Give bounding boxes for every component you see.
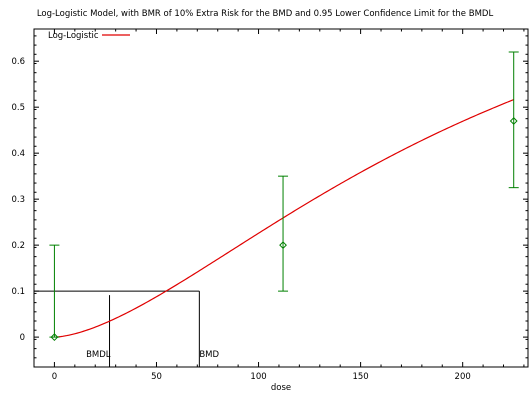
model-curve — [56, 99, 514, 338]
x-tick-label: 150 — [352, 372, 368, 382]
x-axis-title: dose — [271, 383, 291, 393]
x-axis-ticks: 0 50 100 150 200 — [33, 29, 525, 382]
plot-frame — [33, 28, 529, 368]
y-tick-label: 0.1 — [11, 287, 25, 297]
data-point — [509, 117, 518, 125]
legend-label: Log-Logistic — [48, 31, 99, 41]
bmdl-label: BMDL — [86, 350, 111, 360]
x-tick-label: 50 — [151, 372, 162, 382]
x-tick-label: 100 — [250, 372, 266, 382]
y-tick-label: 0.6 — [11, 57, 25, 67]
legend: Log-Logistic — [48, 31, 130, 41]
y-tick-label: 0.2 — [11, 241, 25, 251]
y-axis-ticks: 0 0.1 0.2 0.3 0.4 0.5 0.6 — [11, 35, 528, 368]
y-tick-label: 0 — [20, 333, 25, 343]
y-tick-label: 0.3 — [11, 195, 25, 205]
bmd-reference-lines — [34, 290, 200, 367]
observed-data — [49, 51, 519, 342]
chart-title: Log-Logistic Model, with BMR of 10% Extr… — [37, 9, 494, 19]
x-tick-label: 0 — [52, 372, 57, 382]
y-tick-label: 0.4 — [11, 149, 25, 159]
data-point — [279, 241, 287, 250]
bmd-label: BMD — [199, 350, 219, 360]
y-tick-label: 0.5 — [11, 103, 25, 113]
data-point — [50, 333, 59, 342]
x-tick-label: 200 — [455, 372, 471, 382]
